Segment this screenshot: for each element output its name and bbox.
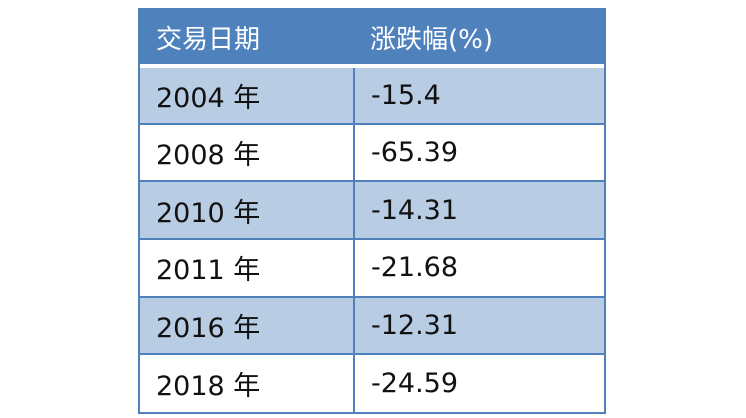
column-header-date: 交易日期 bbox=[140, 10, 354, 68]
year-cell: 2016 年 bbox=[140, 295, 355, 355]
change-cell: -15.4 bbox=[354, 66, 604, 124]
table-row: 2010 年 -14.31 bbox=[140, 180, 604, 239]
year-cell: 2018 年 bbox=[140, 353, 355, 412]
table-row: 2018 年 -24.59 bbox=[140, 353, 604, 412]
data-table: 交易日期 涨跌幅(%) 2004 年 -15.4 2008 年 -65.39 2… bbox=[140, 10, 604, 412]
change-cell: -12.31 bbox=[354, 295, 604, 355]
change-cell: -24.59 bbox=[354, 353, 604, 412]
column-header-change: 涨跌幅(%) bbox=[354, 10, 604, 68]
year-cell: 2010 年 bbox=[140, 180, 355, 239]
change-cell: -14.31 bbox=[354, 180, 604, 239]
year-cell: 2004 年 bbox=[140, 66, 355, 124]
change-cell: -65.39 bbox=[354, 122, 604, 182]
table-row: 2004 年 -15.4 bbox=[140, 66, 604, 124]
table-header-row: 交易日期 涨跌幅(%) bbox=[140, 10, 604, 68]
change-cell: -21.68 bbox=[354, 237, 604, 297]
table-row: 2008 年 -65.39 bbox=[140, 122, 604, 182]
year-cell: 2008 年 bbox=[140, 122, 355, 182]
table-row: 2016 年 -12.31 bbox=[140, 295, 604, 355]
year-cell: 2011 年 bbox=[140, 237, 355, 297]
table-row: 2011 年 -21.68 bbox=[140, 237, 604, 297]
yearly-change-table: 交易日期 涨跌幅(%) 2004 年 -15.4 2008 年 -65.39 2… bbox=[138, 8, 606, 414]
